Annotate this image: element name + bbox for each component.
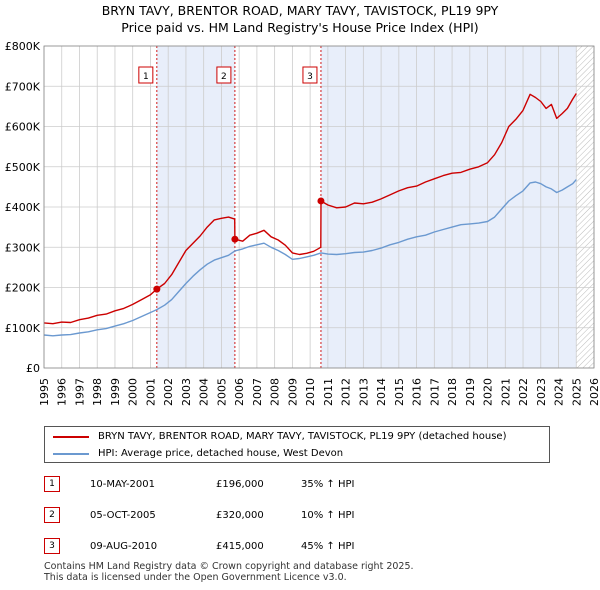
x-tick-label: 2006 — [233, 378, 246, 406]
x-tick-label: 2011 — [322, 378, 335, 406]
x-tick-label: 1998 — [91, 378, 104, 406]
y-tick-label: £0 — [26, 362, 40, 375]
series-line-property — [43, 93, 577, 325]
x-tick-label: 2025 — [570, 378, 583, 406]
footer-note: Contains HM Land Registry data © Crown c… — [44, 561, 414, 583]
footer-copyright: Contains HM Land Registry data © Crown c… — [44, 561, 414, 572]
sale-row: 3 09-AUG-2010 £415,000 45% ↑ HPI — [44, 538, 444, 556]
y-tick-label: £100K — [5, 322, 41, 335]
x-tick-label: 2001 — [144, 378, 157, 406]
plot-border — [43, 45, 595, 369]
x-tick-label: 2022 — [517, 378, 530, 406]
sale-number-badge: 2 — [44, 507, 60, 523]
chart-title-block: BRYN TAVY, BRENTOR ROAD, MARY TAVY, TAVI… — [0, 2, 600, 36]
x-tick-label: 2024 — [553, 378, 566, 406]
x-tick-label: 2013 — [357, 378, 370, 406]
y-tick-label: £300K — [5, 241, 41, 254]
sale-marker-box — [138, 66, 154, 84]
x-tick-label: 2020 — [482, 378, 495, 406]
chart-legend: BRYN TAVY, BRENTOR ROAD, MARY TAVY, TAVI… — [44, 426, 550, 463]
sale-point — [153, 285, 161, 293]
sale-marker-box — [216, 66, 232, 84]
sale-marker-label: 2 — [221, 72, 227, 82]
sale-hpi-diff: 10% ↑ HPI — [301, 510, 355, 521]
x-tick-label: 2018 — [446, 378, 459, 406]
y-tick-label: £500K — [5, 161, 41, 174]
sale-marker-box — [302, 66, 318, 84]
legend-swatch-hpi — [53, 453, 89, 455]
x-tick-label: 2019 — [464, 378, 477, 406]
sale-price: £320,000 — [216, 510, 264, 521]
sale-price: £196,000 — [216, 479, 264, 490]
x-tick-label: 2002 — [162, 378, 175, 406]
y-tick-label: £200K — [5, 282, 41, 295]
x-tick-label: 2005 — [215, 378, 228, 406]
sale-point — [231, 235, 239, 243]
y-tick-label: £600K — [5, 121, 41, 134]
x-tick-label: 2023 — [535, 378, 548, 406]
chart-title: BRYN TAVY, BRENTOR ROAD, MARY TAVY, TAVI… — [101, 3, 499, 18]
legend-item-hpi: HPI: Average price, detached house, West… — [53, 446, 343, 462]
y-tick-label: £400K — [5, 201, 41, 214]
x-tick-label: 1997 — [73, 378, 86, 406]
y-tick-label: £700K — [5, 80, 41, 93]
x-tick-label: 1996 — [56, 378, 69, 406]
sale-number-badge: 3 — [44, 538, 60, 554]
legend-item-property: BRYN TAVY, BRENTOR ROAD, MARY TAVY, TAVI… — [53, 429, 506, 445]
x-tick-label: 2008 — [269, 378, 282, 406]
sale-price: £415,000 — [216, 541, 264, 552]
sale-date: 10-MAY-2001 — [90, 479, 156, 490]
sale-marker-label: 3 — [307, 72, 313, 82]
x-tick-label: 2026 — [588, 378, 600, 406]
x-tick-label: 2010 — [304, 378, 317, 406]
x-tick-label: 2003 — [180, 378, 193, 406]
price-chart: £0 £100K £200K £300K £400K £500K £600K £700K £80… — [5, 40, 600, 406]
sale-row: 2 05-OCT-2005 £320,000 10% ↑ HPI — [44, 507, 444, 525]
sale-point — [317, 197, 325, 205]
x-tick-label: 2014 — [375, 378, 388, 406]
x-tick-label: 2015 — [393, 378, 406, 406]
legend-label-property: BRYN TAVY, BRENTOR ROAD, MARY TAVY, TAVI… — [98, 431, 507, 442]
x-tick-label: 2016 — [411, 378, 424, 406]
legend-label-hpi: HPI: Average price, detached house, West… — [98, 448, 344, 459]
sale-date: 05-OCT-2005 — [90, 510, 156, 521]
footer-licence: This data is licensed under the Open Gov… — [44, 572, 347, 583]
chart-subtitle: Price paid vs. HM Land Registry's House … — [121, 20, 479, 35]
x-tick-label: 2007 — [251, 378, 264, 406]
legend-swatch-property — [53, 436, 89, 438]
sale-hpi-diff: 45% ↑ HPI — [301, 541, 355, 552]
x-tick-label: 2000 — [127, 378, 140, 406]
series-line-hpi — [43, 179, 577, 337]
y-tick-label: £800K — [5, 40, 41, 53]
sale-hpi-diff: 35% ↑ HPI — [301, 479, 355, 490]
x-tick-label: 1999 — [109, 378, 122, 406]
x-tick-label: 2004 — [198, 378, 211, 406]
x-tick-label: 2021 — [499, 378, 512, 406]
x-tick-label: 2012 — [340, 378, 353, 406]
sale-number-badge: 1 — [44, 476, 60, 492]
sale-row: 1 10-MAY-2001 £196,000 35% ↑ HPI — [44, 476, 444, 494]
x-tick-label: 2009 — [286, 378, 299, 406]
sale-date: 09-AUG-2010 — [90, 541, 158, 552]
sale-marker-label: 1 — [143, 72, 149, 82]
x-tick-label: 2017 — [428, 378, 441, 406]
x-tick-label: 1995 — [38, 378, 51, 406]
